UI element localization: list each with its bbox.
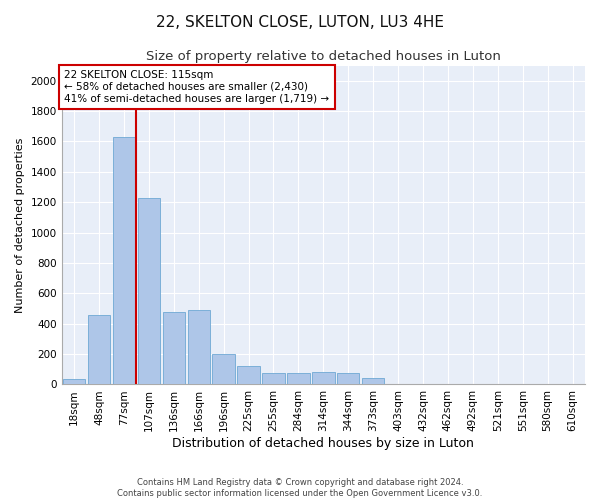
Bar — [113, 137, 135, 384]
Title: Size of property relative to detached houses in Luton: Size of property relative to detached ho… — [146, 50, 501, 63]
Bar — [163, 312, 185, 384]
Y-axis label: Number of detached properties: Number of detached properties — [15, 138, 25, 312]
Bar — [238, 366, 260, 384]
Bar — [88, 314, 110, 384]
Bar — [63, 379, 85, 384]
Bar — [137, 198, 160, 384]
Bar — [262, 373, 285, 384]
Bar — [287, 373, 310, 384]
Text: 22 SKELTON CLOSE: 115sqm
← 58% of detached houses are smaller (2,430)
41% of sem: 22 SKELTON CLOSE: 115sqm ← 58% of detach… — [64, 70, 329, 104]
Text: Contains HM Land Registry data © Crown copyright and database right 2024.
Contai: Contains HM Land Registry data © Crown c… — [118, 478, 482, 498]
Bar — [188, 310, 210, 384]
Bar — [337, 373, 359, 384]
X-axis label: Distribution of detached houses by size in Luton: Distribution of detached houses by size … — [172, 437, 474, 450]
Text: 22, SKELTON CLOSE, LUTON, LU3 4HE: 22, SKELTON CLOSE, LUTON, LU3 4HE — [156, 15, 444, 30]
Bar — [312, 372, 335, 384]
Bar — [362, 378, 385, 384]
Bar — [212, 354, 235, 384]
